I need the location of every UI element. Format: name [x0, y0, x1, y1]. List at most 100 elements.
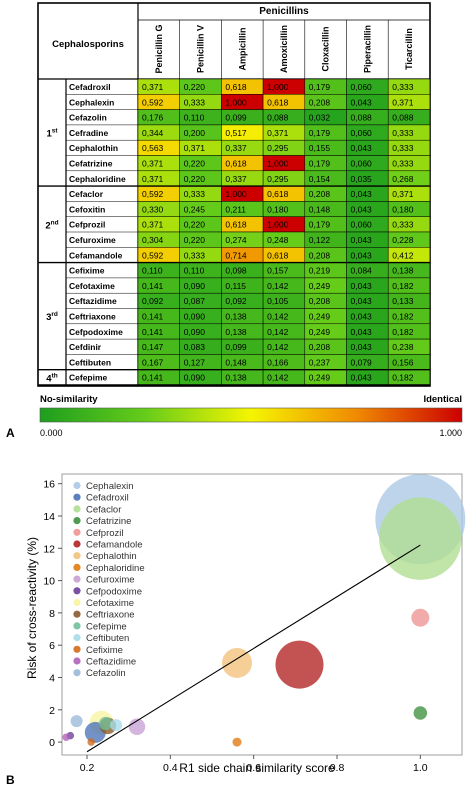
legend-marker	[73, 657, 81, 665]
bubble-points	[62, 474, 466, 747]
row-name: Ceftazidime	[69, 296, 117, 306]
cell-value: 0,141	[142, 281, 164, 291]
cell-value: 0,618	[225, 159, 247, 169]
cell-value: 0,156	[392, 357, 414, 367]
cell-value: 1,000	[267, 220, 289, 230]
y-tick-label: 2	[49, 705, 55, 717]
cell-value: 0,043	[351, 281, 373, 291]
row-name: Cephaloridine	[69, 174, 126, 184]
cell-value: 1,000	[225, 189, 247, 199]
row-name: Cephalexin	[69, 97, 114, 107]
legend-label: Cefixime	[86, 645, 123, 656]
cell-value: 0,333	[184, 189, 206, 199]
cell-value: 0,182	[392, 373, 414, 383]
legend-marker	[73, 634, 81, 642]
scale-min-label: 0.000	[40, 428, 63, 438]
y-tick-label: 0	[49, 737, 55, 749]
row-name: Cefamandole	[69, 250, 123, 260]
cell-value: 0,592	[142, 97, 164, 107]
legend-label: Cefatrizine	[86, 516, 131, 527]
cell-value: 0,182	[392, 281, 414, 291]
row-name: Cefadroxil	[69, 82, 111, 92]
row-name: Ceftriaxone	[69, 312, 116, 322]
cell-value: 0,148	[309, 204, 331, 214]
cell-value: 1,000	[267, 159, 289, 169]
cell-value: 0,517	[225, 128, 247, 138]
cell-value: 0,182	[392, 312, 414, 322]
legend-marker	[73, 622, 81, 630]
data-point	[232, 737, 242, 747]
column-header: Ampicillin	[237, 27, 247, 70]
legend-marker	[73, 669, 81, 677]
cell-value: 0,330	[142, 204, 164, 214]
cell-value: 0,141	[142, 312, 164, 322]
cell-value: 0,179	[309, 159, 331, 169]
row-name: Cefoxitin	[69, 204, 105, 214]
legend-label: Cefadroxil	[86, 493, 129, 504]
y-tick-label: 12	[43, 543, 55, 555]
cell-value: 0,618	[225, 220, 247, 230]
cell-value: 0,141	[142, 327, 164, 337]
cell-value: 0,333	[392, 143, 414, 153]
cell-value: 0,148	[225, 357, 247, 367]
cell-value: 0,220	[184, 159, 206, 169]
cell-value: 0,295	[267, 143, 289, 153]
generation-label: 4th	[46, 372, 57, 384]
cell-value: 0,099	[225, 113, 247, 123]
legend-marker	[73, 552, 81, 560]
cell-value: 0,208	[309, 342, 331, 352]
cell-value: 0,032	[309, 113, 331, 123]
cell-value: 0,141	[142, 373, 164, 383]
cell-value: 0,371	[392, 189, 414, 199]
legend-label: Cefpodoxime	[86, 586, 142, 597]
cell-value: 0,043	[351, 189, 373, 199]
cell-value: 0,371	[142, 220, 164, 230]
cell-value: 0,084	[351, 266, 373, 276]
row-name: Cefdinir	[69, 342, 102, 352]
data-point	[70, 715, 83, 728]
cell-value: 0,333	[184, 250, 206, 260]
cell-value: 0,337	[225, 143, 247, 153]
row-name: Cefprozil	[69, 220, 105, 230]
row-name: Cefaclor	[69, 189, 104, 199]
cell-value: 0,138	[225, 373, 247, 383]
cell-value: 0,220	[184, 220, 206, 230]
cell-value: 0,179	[309, 128, 331, 138]
panel-b-label: B	[6, 773, 15, 787]
generation-labels: 1st 2nd 3rd 4th	[45, 128, 58, 385]
y-tick-label: 4	[49, 672, 55, 684]
cell-value: 0,249	[309, 312, 331, 322]
cell-value: 0,268	[392, 174, 414, 184]
cell-value: 0,138	[392, 266, 414, 276]
column-header: Piperacillin	[362, 25, 372, 73]
legend-label: Ceftazidime	[86, 657, 136, 668]
cell-value: 0,337	[225, 174, 247, 184]
row-name: Cefotaxime	[69, 281, 115, 291]
cell-value: 0,295	[267, 174, 289, 184]
y-tick-label: 16	[43, 479, 55, 491]
legend-label: Cefotaxime	[86, 598, 134, 609]
cell-value: 0,211	[225, 204, 246, 214]
cell-value: 0,115	[225, 281, 246, 291]
y-tick-label: 14	[43, 511, 55, 523]
color-scale-bar	[39, 407, 463, 423]
cell-value: 0,138	[225, 327, 247, 337]
data-point	[275, 640, 324, 689]
column-header: Amoxicillin	[279, 25, 289, 73]
row-name: Cefradine	[69, 128, 108, 138]
y-tick-label: 8	[49, 608, 55, 620]
cell-value: 0,090	[184, 373, 206, 383]
cell-value: 0,618	[225, 82, 247, 92]
cell-value: 0,412	[392, 250, 414, 260]
cell-value: 0,110	[184, 113, 205, 123]
cell-value: 0,090	[184, 312, 206, 322]
cell-value: 0,098	[225, 266, 247, 276]
legend-marker	[73, 540, 81, 548]
cell-value: 0,333	[392, 82, 414, 92]
regression-line	[86, 544, 421, 753]
generation-label: 1st	[46, 128, 58, 140]
cell-value: 0,208	[309, 250, 331, 260]
cell-value: 0,333	[392, 128, 414, 138]
x-tick-label: 0.2	[80, 762, 95, 774]
